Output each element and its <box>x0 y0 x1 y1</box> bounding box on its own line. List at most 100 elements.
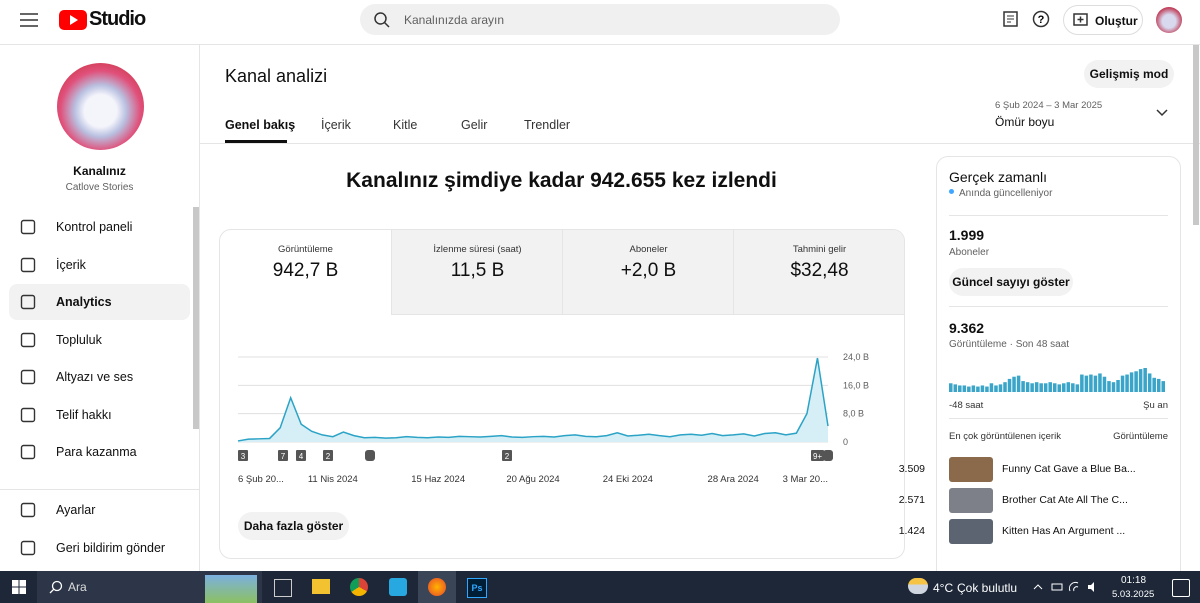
metric-value: 11,5 B <box>450 260 505 281</box>
views-label: Görüntüleme · Son 48 saat <box>949 339 1070 350</box>
tab[interactable]: Trendler <box>524 118 571 132</box>
search-highlight <box>205 575 257 603</box>
show-count-button[interactable]: Güncel sayıyı göster <box>949 268 1073 296</box>
more-button[interactable]: Daha fazla göster <box>238 512 349 540</box>
scrollbar[interactable] <box>193 207 199 429</box>
metric[interactable]: Görüntüleme 942,7 B <box>220 230 391 314</box>
chevron[interactable] <box>1156 109 1168 117</box>
header: Studio Kanalınızda arayın ? Oluştur <box>0 0 1200 45</box>
nav-item[interactable]: Analytics <box>56 295 112 309</box>
metric[interactable]: Aboneler +2,0 B <box>562 230 734 315</box>
help-icon[interactable]: ? <box>1032 10 1050 28</box>
search-box[interactable]: Kanalınızda arayın <box>360 4 840 35</box>
footer-item[interactable]: Ayarlar <box>56 503 96 517</box>
nav-item[interactable]: İçerik <box>56 257 86 272</box>
nav-item[interactable]: Telif hakkı <box>56 407 112 422</box>
footer-item[interactable]: Geri bildirim gönder <box>56 540 166 555</box>
icon <box>20 444 36 460</box>
explorer-icon[interactable] <box>312 579 330 594</box>
menu-icon[interactable] <box>20 12 38 28</box>
taskbar-search-text: Ara <box>68 580 87 594</box>
icon <box>20 332 36 347</box>
metric[interactable]: İzlenme süresi (saat) 11,5 B <box>391 230 563 315</box>
create-button[interactable]: Oluştur <box>1063 5 1143 35</box>
task-view[interactable] <box>274 579 292 597</box>
icon <box>20 257 36 272</box>
icon <box>20 540 36 555</box>
taskbar-search[interactable]: Ara <box>37 571 262 603</box>
app-icon[interactable] <box>389 578 407 596</box>
date-range: 6 Şub 2024 – 3 Mar 2025 <box>995 100 1103 111</box>
subscriber-count: 1.999 <box>949 227 985 243</box>
tab[interactable]: Kitle <box>393 118 418 132</box>
item-views: 3.509 <box>898 463 925 475</box>
nav-item[interactable]: Altyazı ve ses <box>56 370 134 384</box>
realtime-subtitle: Anında güncelleniyor <box>959 188 1053 199</box>
temperature: 4°C <box>933 581 954 595</box>
weather-icon[interactable] <box>908 578 928 594</box>
clock-time: 01:18 <box>1121 575 1147 586</box>
overview-card: Görüntüleme 942,7 B İzlenme süresi (saat) 1… <box>219 229 905 559</box>
icon <box>20 294 36 310</box>
item-views: 2.571 <box>898 494 925 506</box>
account-avatar[interactable] <box>1156 7 1182 33</box>
nav-item[interactable]: Topluluk <box>56 332 102 347</box>
logo-text[interactable]: Studio <box>89 8 146 30</box>
notes-icon[interactable] <box>1003 11 1019 29</box>
thumbnail[interactable] <box>949 519 993 544</box>
nav-item[interactable]: Kontrol paneli <box>56 220 133 234</box>
page-title: Kanal analizi <box>225 66 328 86</box>
start-label: -48 saat <box>949 400 984 411</box>
tray-icons[interactable] <box>1032 580 1102 594</box>
search-placeholder: Kanalınızda arayın <box>404 13 505 27</box>
metric[interactable]: Tahmini gelir $32,48 <box>733 230 904 315</box>
nav-item[interactable]: Para kazanma <box>56 445 137 459</box>
realtime-title: Gerçek zamanlı <box>949 169 1048 185</box>
metric-value: $32,48 <box>790 260 849 281</box>
period[interactable]: Ömür boyu <box>995 115 1055 129</box>
metric-label: Aboneler <box>629 244 668 255</box>
icon <box>20 407 36 422</box>
end-label: Şu an <box>1143 400 1168 411</box>
live-dot <box>949 189 954 194</box>
channel-handle: Catlove Stories <box>65 182 134 193</box>
headline: Kanalınız şimdiye kadar 942.655 kez izle… <box>346 169 777 192</box>
svg-text:?: ? <box>1038 14 1045 26</box>
views-count: 9.362 <box>949 320 985 336</box>
item-title[interactable]: Brother Cat Ate All The C... <box>1002 494 1128 506</box>
subscriber-label: Aboneler <box>949 247 990 258</box>
tab[interactable]: Gelir <box>461 118 488 132</box>
active-app[interactable] <box>418 571 456 603</box>
main: Kanal analizi Gelişmiş mod Genel bakış İç… <box>200 45 1200 598</box>
advanced-button[interactable]: Gelişmiş mod <box>1084 60 1174 88</box>
logo-icon[interactable] <box>59 10 87 30</box>
metric-value: +2,0 B <box>620 260 677 281</box>
item-title[interactable]: Kitten Has An Argument ... <box>1002 525 1126 537</box>
metric-label: İzlenme süresi (saat) <box>433 244 522 255</box>
chrome-icon[interactable] <box>350 578 368 596</box>
realtime-card: Gerçek zamanlı Anında güncelleniyor 1.99… <box>899 156 1181 598</box>
tab-underline <box>225 140 287 143</box>
channel-name: Kanalınız <box>73 164 126 178</box>
icon <box>20 369 36 385</box>
notifications[interactable] <box>1172 579 1190 597</box>
weather: Çok bulutlu <box>957 581 1018 595</box>
item-views: 1.424 <box>898 525 925 537</box>
start-button[interactable] <box>12 580 26 594</box>
top-metric: Görüntüleme <box>1113 431 1168 442</box>
icon <box>20 502 36 518</box>
photoshop-icon[interactable]: Ps <box>467 578 487 598</box>
tab[interactable]: Genel bakış <box>225 118 296 132</box>
channel-avatar[interactable] <box>57 63 144 150</box>
thumbnail[interactable] <box>949 488 993 513</box>
thumbnail[interactable] <box>949 457 993 482</box>
item-title[interactable]: Funny Cat Gave a Blue Ba... <box>1002 463 1136 475</box>
top-header: En çok görüntülenen içerik <box>949 431 1061 442</box>
clock-date: 5.03.2025 <box>1112 589 1155 600</box>
page-scrollbar[interactable] <box>1193 45 1199 225</box>
tab[interactable]: İçerik <box>321 118 351 132</box>
icon <box>20 219 36 235</box>
metric-label: Görüntüleme <box>278 244 333 255</box>
metric-value: 942,7 B <box>272 260 339 281</box>
